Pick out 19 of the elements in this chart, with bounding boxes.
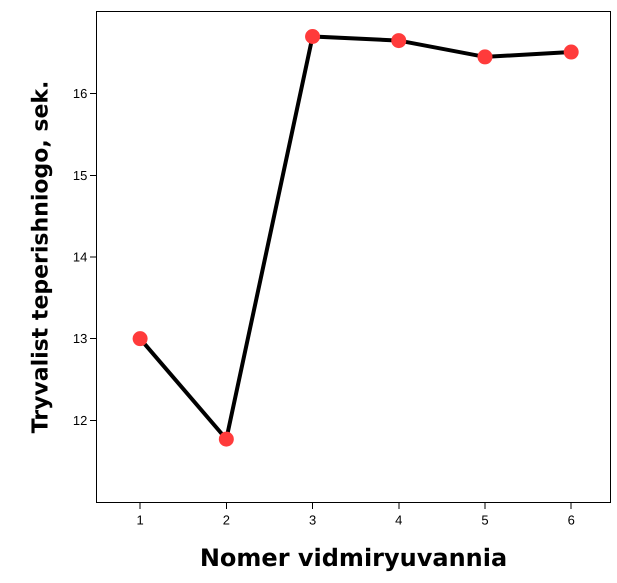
y-axis-title: Tryvalist teperishniogo, sek. — [28, 80, 54, 434]
point — [564, 44, 579, 60]
x-tick-label: 5 — [481, 512, 489, 528]
point — [218, 432, 234, 447]
x-axis-title: Nomer vidmiryuvannia — [200, 544, 508, 572]
point — [132, 331, 148, 346]
y-tick-label: 16 — [72, 86, 88, 102]
point — [391, 33, 406, 48]
x-tick-label: 1 — [136, 512, 144, 528]
point — [305, 29, 320, 44]
x-tick-label: 2 — [222, 512, 230, 528]
y-tick-label: 12 — [72, 412, 88, 428]
point — [477, 49, 492, 64]
y-tick-label: 13 — [72, 331, 88, 346]
x-tick-label: 4 — [395, 512, 402, 528]
y-tick-label: 15 — [72, 168, 88, 183]
x-tick-label: 6 — [568, 512, 575, 528]
x-tick-label: 3 — [308, 512, 316, 528]
y-tick-label: 14 — [72, 250, 88, 265]
